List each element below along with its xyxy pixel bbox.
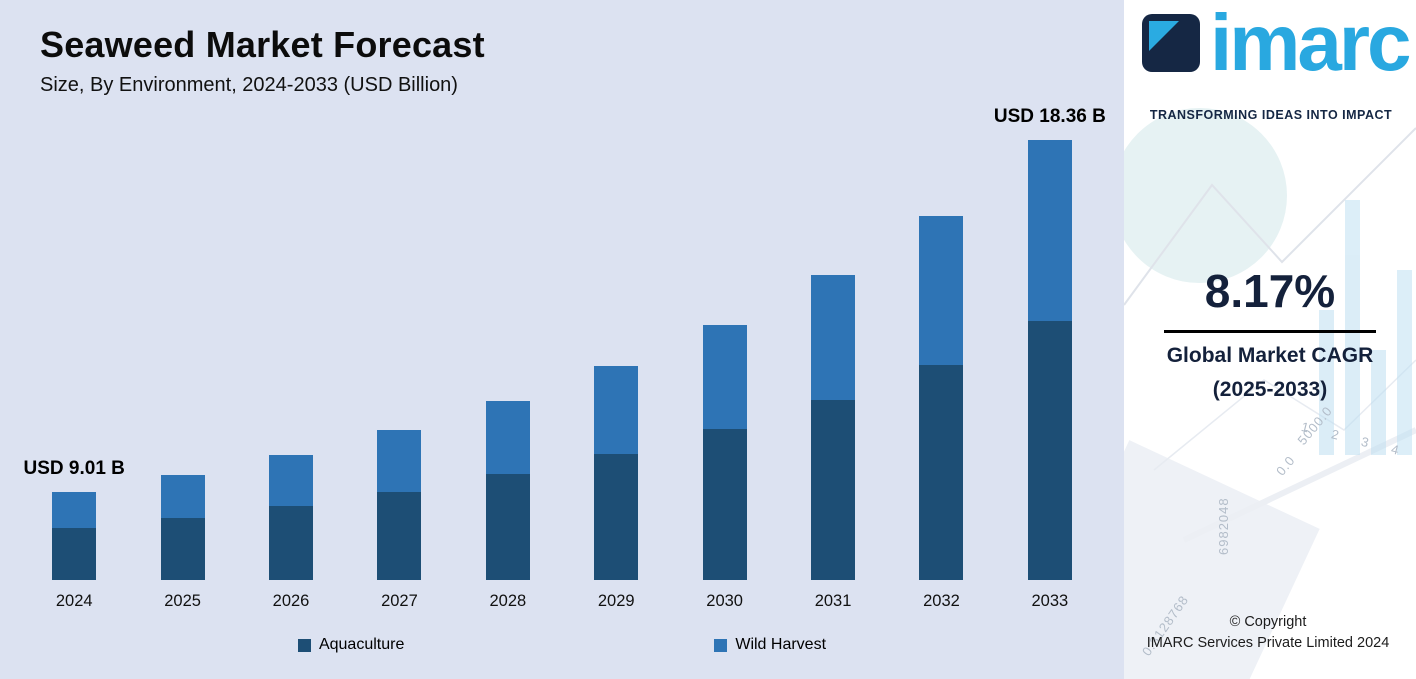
x-axis-label: 2033: [1031, 592, 1069, 610]
segment-wild-harvest: [594, 366, 639, 454]
bar-group: [345, 110, 453, 580]
segment-aquaculture: [1027, 320, 1072, 580]
decor-circle: [1124, 108, 1287, 283]
x-axis-label: 2028: [489, 592, 527, 610]
bar-group: USD 18.36 B: [994, 106, 1106, 580]
chart-subtitle: Size, By Environment, 2024-2033 (USD Bil…: [40, 74, 458, 96]
legend: Aquaculture Wild Harvest: [0, 636, 1124, 654]
stacked-bar-2032: [919, 215, 964, 580]
decor-number: 0.0: [1272, 452, 1298, 479]
segment-aquaculture: [485, 474, 530, 580]
decor-bar: [1345, 200, 1360, 455]
decor-number: 6982048: [1216, 497, 1231, 555]
bar-group: [562, 110, 670, 580]
bar-group: [128, 110, 236, 580]
cagr-value: 8.17%: [1204, 265, 1336, 317]
stacked-bar-2024: [52, 491, 97, 580]
cagr-years: (2025-2033): [1212, 378, 1328, 401]
stacked-bar-2026: [269, 454, 314, 581]
x-axis-label: 2031: [814, 592, 852, 610]
copyright-line2: IMARC Services Private Limited 2024: [1146, 635, 1390, 652]
segment-wild-harvest: [1027, 140, 1072, 321]
stacked-bar-2027: [377, 430, 422, 580]
wild-harvest-swatch-icon: [714, 638, 728, 652]
aquaculture-swatch-icon: [297, 638, 311, 652]
brand-sidebar: 6982048 0.3128768 5000.0 0.0 1 2 3 4 ima…: [1124, 0, 1416, 679]
stacked-bar-2030: [702, 324, 747, 580]
imarc-logo: imarc: [1142, 0, 1411, 88]
decor-mini-bars: [1319, 175, 1412, 455]
segment-aquaculture: [919, 364, 964, 580]
segment-aquaculture: [160, 517, 205, 580]
segment-wild-harvest: [269, 454, 314, 506]
x-axis-label: 2027: [381, 592, 418, 610]
bar-group: [237, 110, 345, 580]
stacked-bar-2025: [160, 474, 205, 580]
segment-wild-harvest: [702, 324, 747, 430]
segment-wild-harvest: [811, 275, 856, 401]
stacked-bar-2028: [485, 401, 530, 580]
legend-label-wild-harvest: Wild Harvest: [735, 636, 827, 653]
segment-aquaculture: [52, 528, 97, 580]
cagr-underline: [1164, 330, 1376, 333]
x-axis-label: 2026: [272, 592, 310, 610]
segment-aquaculture: [811, 400, 856, 580]
imarc-tagline: TRANSFORMING IDEAS INTO IMPACT: [1149, 108, 1393, 122]
imarc-logo-icon: [1142, 14, 1200, 72]
segment-aquaculture: [594, 453, 639, 580]
decor-bar: [1371, 350, 1386, 455]
copyright: © Copyright IMARC Services Private Limit…: [1124, 612, 1412, 654]
value-annotation: USD 18.36 B: [993, 106, 1106, 127]
x-axis-label: 2024: [55, 592, 93, 610]
x-axis-label: 2032: [923, 592, 960, 610]
segment-wild-harvest: [52, 491, 97, 528]
x-axis-label: 2029: [597, 592, 635, 610]
decor-bar: [1397, 270, 1412, 455]
x-axis-label: 2025: [164, 592, 201, 610]
plot-area: USD 9.01 B USD 18.36 B: [20, 106, 1106, 580]
stacked-bar-2031: [811, 275, 856, 580]
copyright-line1: © Copyright: [1229, 614, 1307, 630]
decor-bar: [1319, 310, 1334, 455]
legend-label-aquaculture: Aquaculture: [318, 636, 405, 653]
bar-group: [779, 110, 887, 580]
imarc-flag-icon: [1149, 21, 1179, 51]
legend-item-wild-harvest: Wild Harvest: [714, 636, 826, 654]
bars: USD 9.01 B USD 18.36 B: [20, 106, 1106, 580]
bar-group: [887, 110, 995, 580]
segment-wild-harvest: [377, 430, 422, 492]
segment-aquaculture: [269, 505, 314, 580]
value-annotation: USD 9.01 B: [23, 457, 125, 479]
x-axis-labels: 2024 2025 2026 2027 2028 2029 2030 2031 2032 2033: [20, 592, 1104, 611]
chart-panel: Seaweed Market Forecast Size, By Environ…: [0, 0, 1124, 679]
cagr-label: Global Market CAGR: [1166, 344, 1374, 367]
legend-item-aquaculture: Aquaculture: [297, 636, 405, 654]
segment-aquaculture: [377, 491, 422, 580]
segment-aquaculture: [702, 429, 747, 580]
segment-wild-harvest: [160, 474, 205, 518]
x-axis-label: 2030: [706, 592, 743, 610]
stacked-bar-2033: [1027, 140, 1072, 580]
segment-wild-harvest: [485, 401, 530, 475]
imarc-logo-text: imarc: [1210, 0, 1411, 88]
bar-group: [454, 110, 562, 580]
bar-group: USD 9.01 B: [20, 110, 128, 580]
chart-title: Seaweed Market Forecast: [40, 24, 485, 65]
segment-wild-harvest: [919, 215, 964, 365]
bar-group: [670, 110, 778, 580]
stacked-bar-2029: [594, 366, 639, 580]
